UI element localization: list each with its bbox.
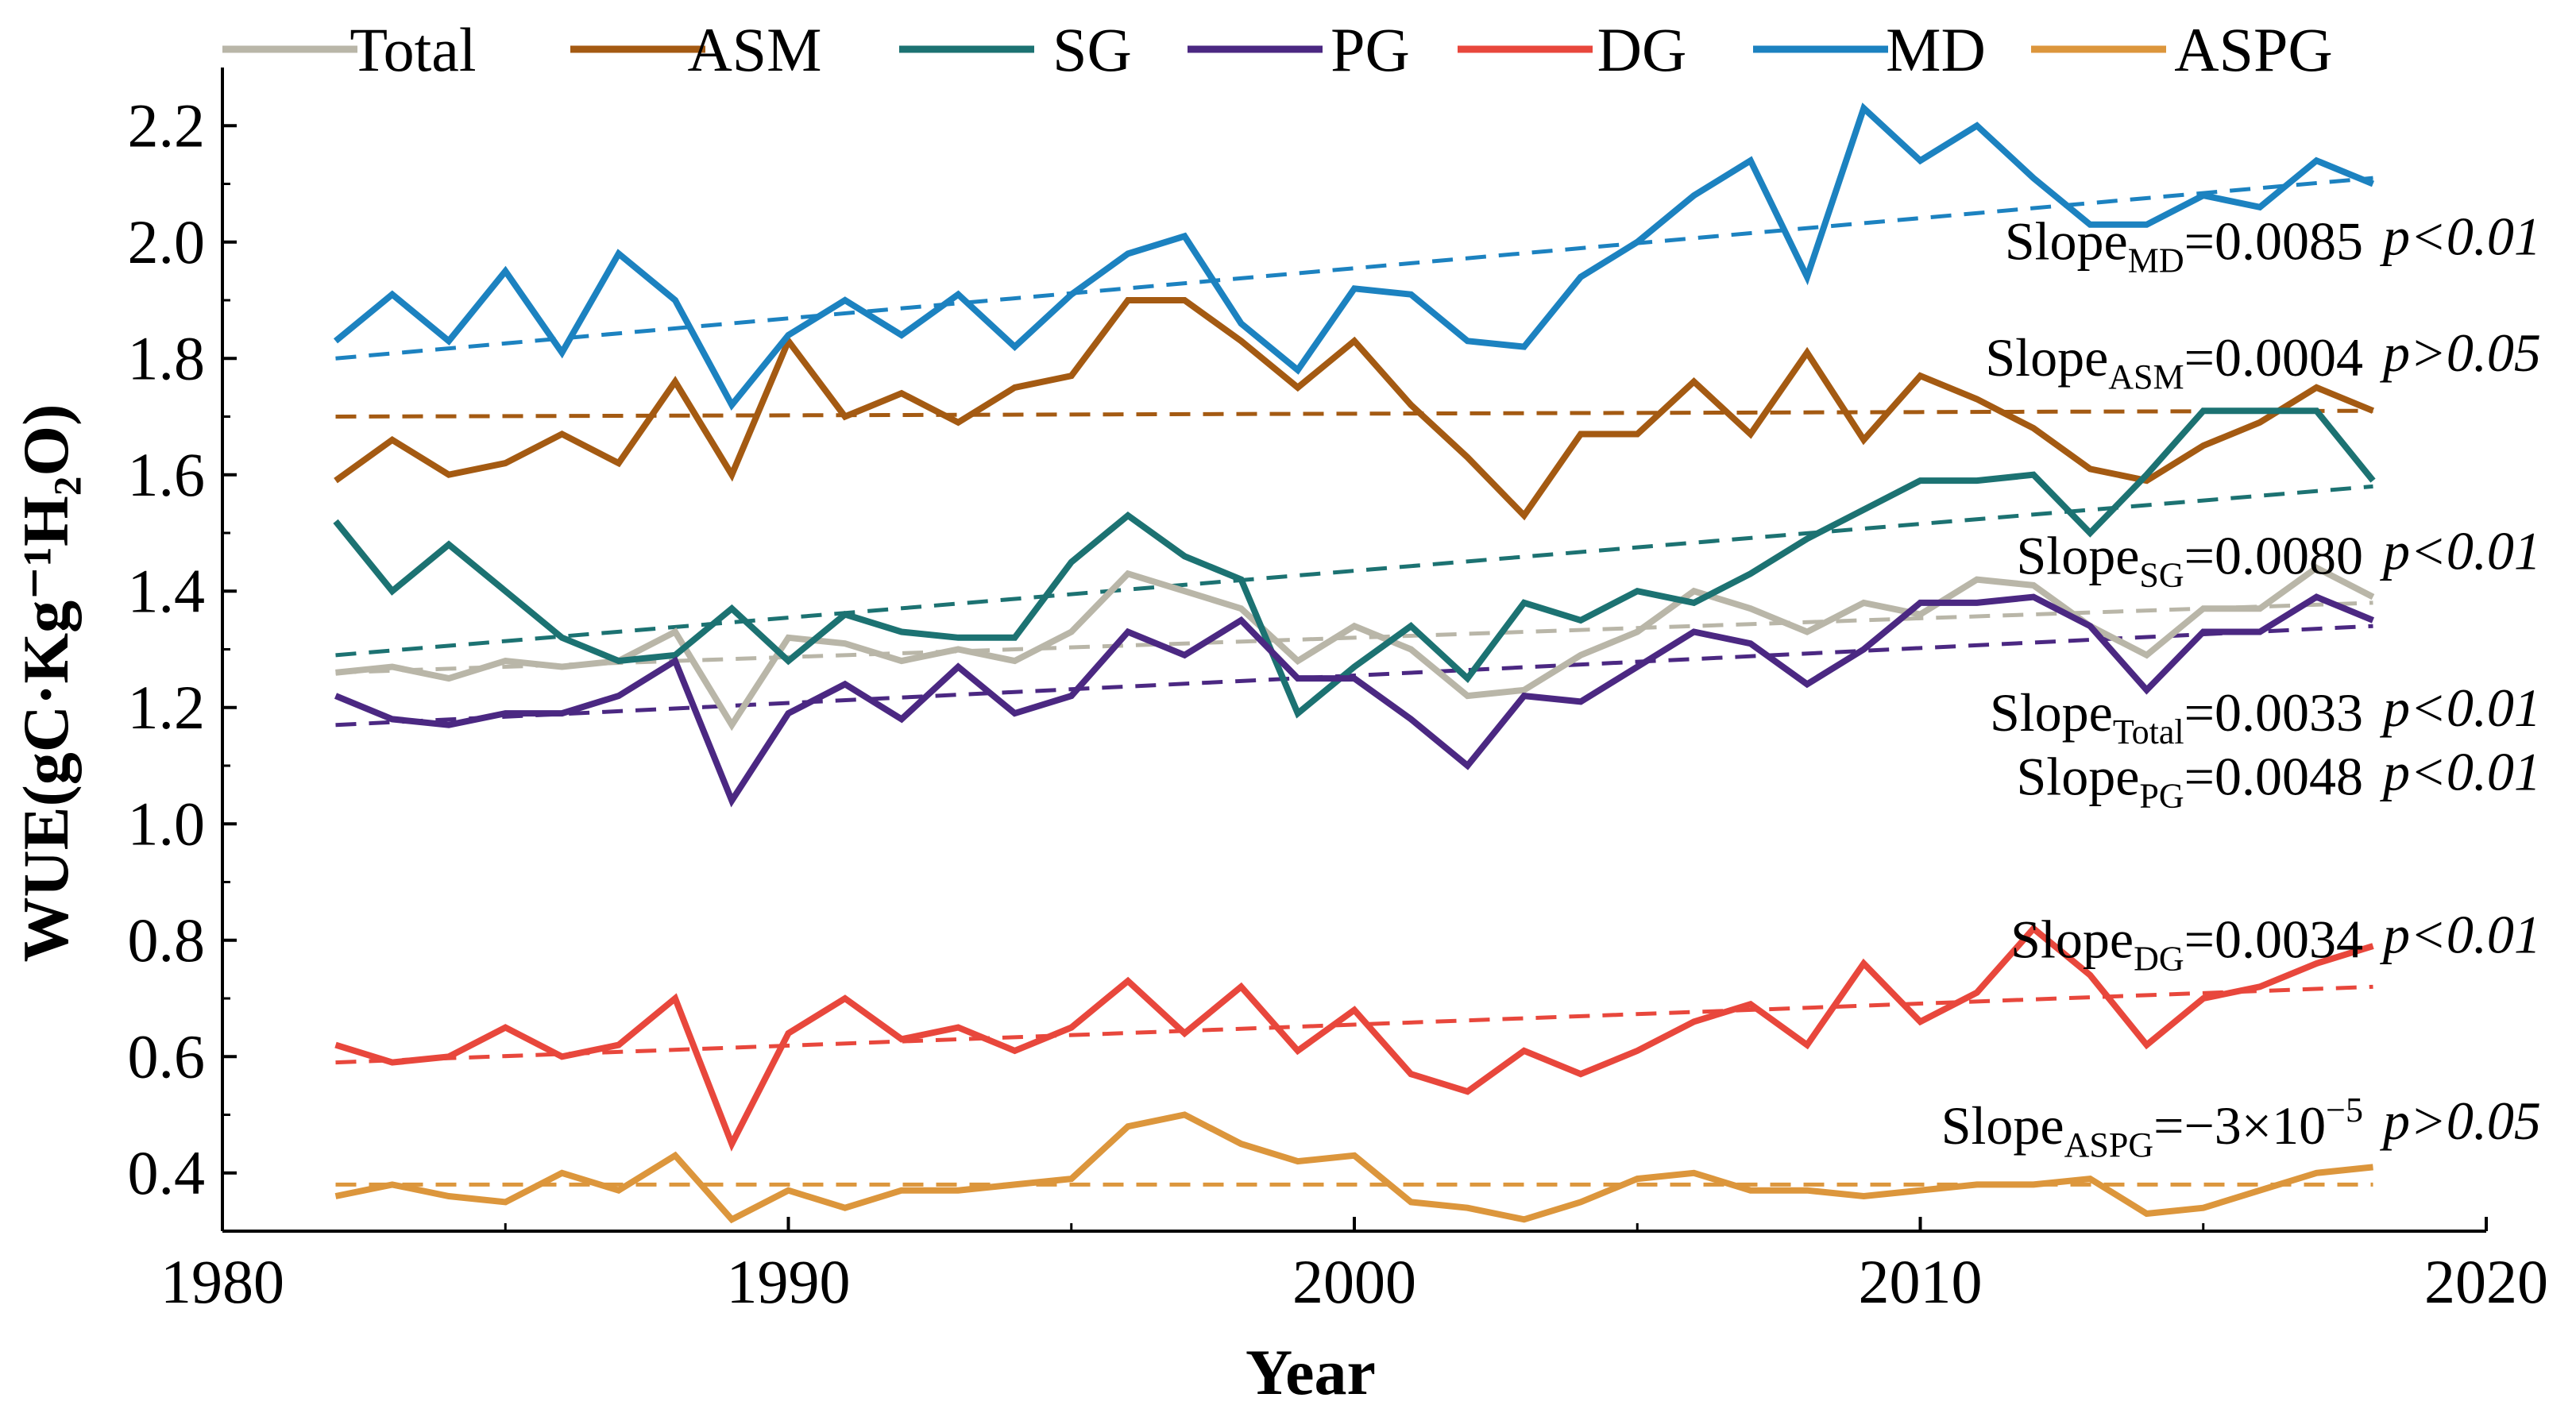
trend-line-asm — [335, 408, 2373, 419]
series-line-md — [333, 102, 2375, 411]
trend-line-dg — [335, 984, 2373, 1065]
slope-annotation-pg: SlopePG=0.0048 — [2016, 747, 2363, 816]
y-tick-label-2.2: 2.2 — [128, 91, 206, 160]
legend-label-md: MD — [1886, 15, 1986, 84]
y-tick-label-1.6: 1.6 — [128, 440, 206, 509]
x-axis-title: Year — [1246, 1336, 1376, 1408]
y-tick-label-0.6: 0.6 — [128, 1021, 206, 1091]
y-tick-label-1.2: 1.2 — [128, 673, 206, 742]
legend-label-dg: DG — [1597, 15, 1687, 84]
x-tick-label-2010: 2010 — [1859, 1247, 1983, 1316]
slope-annotation-sg: SlopeSG=0.0080 — [2016, 525, 2363, 594]
legend-label-total: Total — [350, 15, 476, 84]
p-value-sg: p<0.01 — [2380, 520, 2541, 581]
y-tick-label-1.4: 1.4 — [128, 556, 206, 625]
p-value-md: p<0.01 — [2380, 207, 2541, 267]
slope-annotation-md: SlopeMD=0.0085 — [2005, 211, 2363, 280]
series-line-total — [335, 564, 2375, 732]
slope-annotations: SlopeMD=0.0085 p<0.01 SlopeASM=0.0004 p>0.0… — [1941, 207, 2541, 1164]
legend-label-sg: SG — [1052, 15, 1132, 84]
legend-label-pg: PG — [1330, 15, 1410, 84]
slope-annotation-dg: SlopeDG=0.0034 — [2010, 909, 2363, 979]
y-tick-label-0.4: 0.4 — [128, 1138, 206, 1207]
series-line-aspg — [334, 1111, 2373, 1224]
y-tick-label-1.0: 1.0 — [128, 789, 206, 858]
legend-label-aspg: ASPG — [2174, 15, 2332, 84]
y-tick-label-0.8: 0.8 — [128, 905, 206, 975]
slope-annotation-total: SlopeTotal=0.0033 — [1990, 682, 2363, 751]
x-tick-label-1980: 1980 — [160, 1247, 284, 1316]
axes: 1980 1990 2000 2010 2020 0.4 0.6 0.8 1.0 1.2 1.4 1.… — [128, 68, 2548, 1316]
x-tick-label-2020: 2020 — [2424, 1247, 2548, 1316]
p-value-aspg: p>0.05 — [2380, 1091, 2541, 1151]
slope-annotation-asm: SlopeASM=0.0004 — [1985, 327, 2363, 396]
y-tick-label-2.0: 2.0 — [128, 207, 206, 276]
trend-line-md — [335, 176, 2373, 361]
x-tick-label-2000: 2000 — [1292, 1247, 1416, 1316]
series-line-pg — [334, 593, 2375, 808]
y-tick-label-1.8: 1.8 — [128, 323, 206, 392]
p-value-total: p<0.01 — [2380, 678, 2541, 738]
series-line-dg — [334, 924, 2374, 1152]
y-axis-title: WUE(gC·Kg⁻¹H₂O) — [10, 404, 82, 963]
p-value-asm: p>0.05 — [2380, 322, 2541, 383]
legend: Total ASM SG PG DG MD ASPG — [222, 15, 2333, 84]
series-line-asm — [334, 297, 2375, 521]
trend-line-sg — [335, 484, 2373, 658]
p-value-pg: p<0.01 — [2380, 742, 2541, 802]
x-tick-label-1990: 1990 — [727, 1247, 851, 1316]
slope-annotation-aspg: SlopeASPG=−3×10−5 — [1941, 1091, 2363, 1164]
legend-label-asm: ASM — [687, 15, 821, 84]
series-line-sg — [333, 407, 2376, 719]
data-series — [333, 102, 2376, 1224]
p-value-dg: p<0.01 — [2380, 905, 2541, 965]
